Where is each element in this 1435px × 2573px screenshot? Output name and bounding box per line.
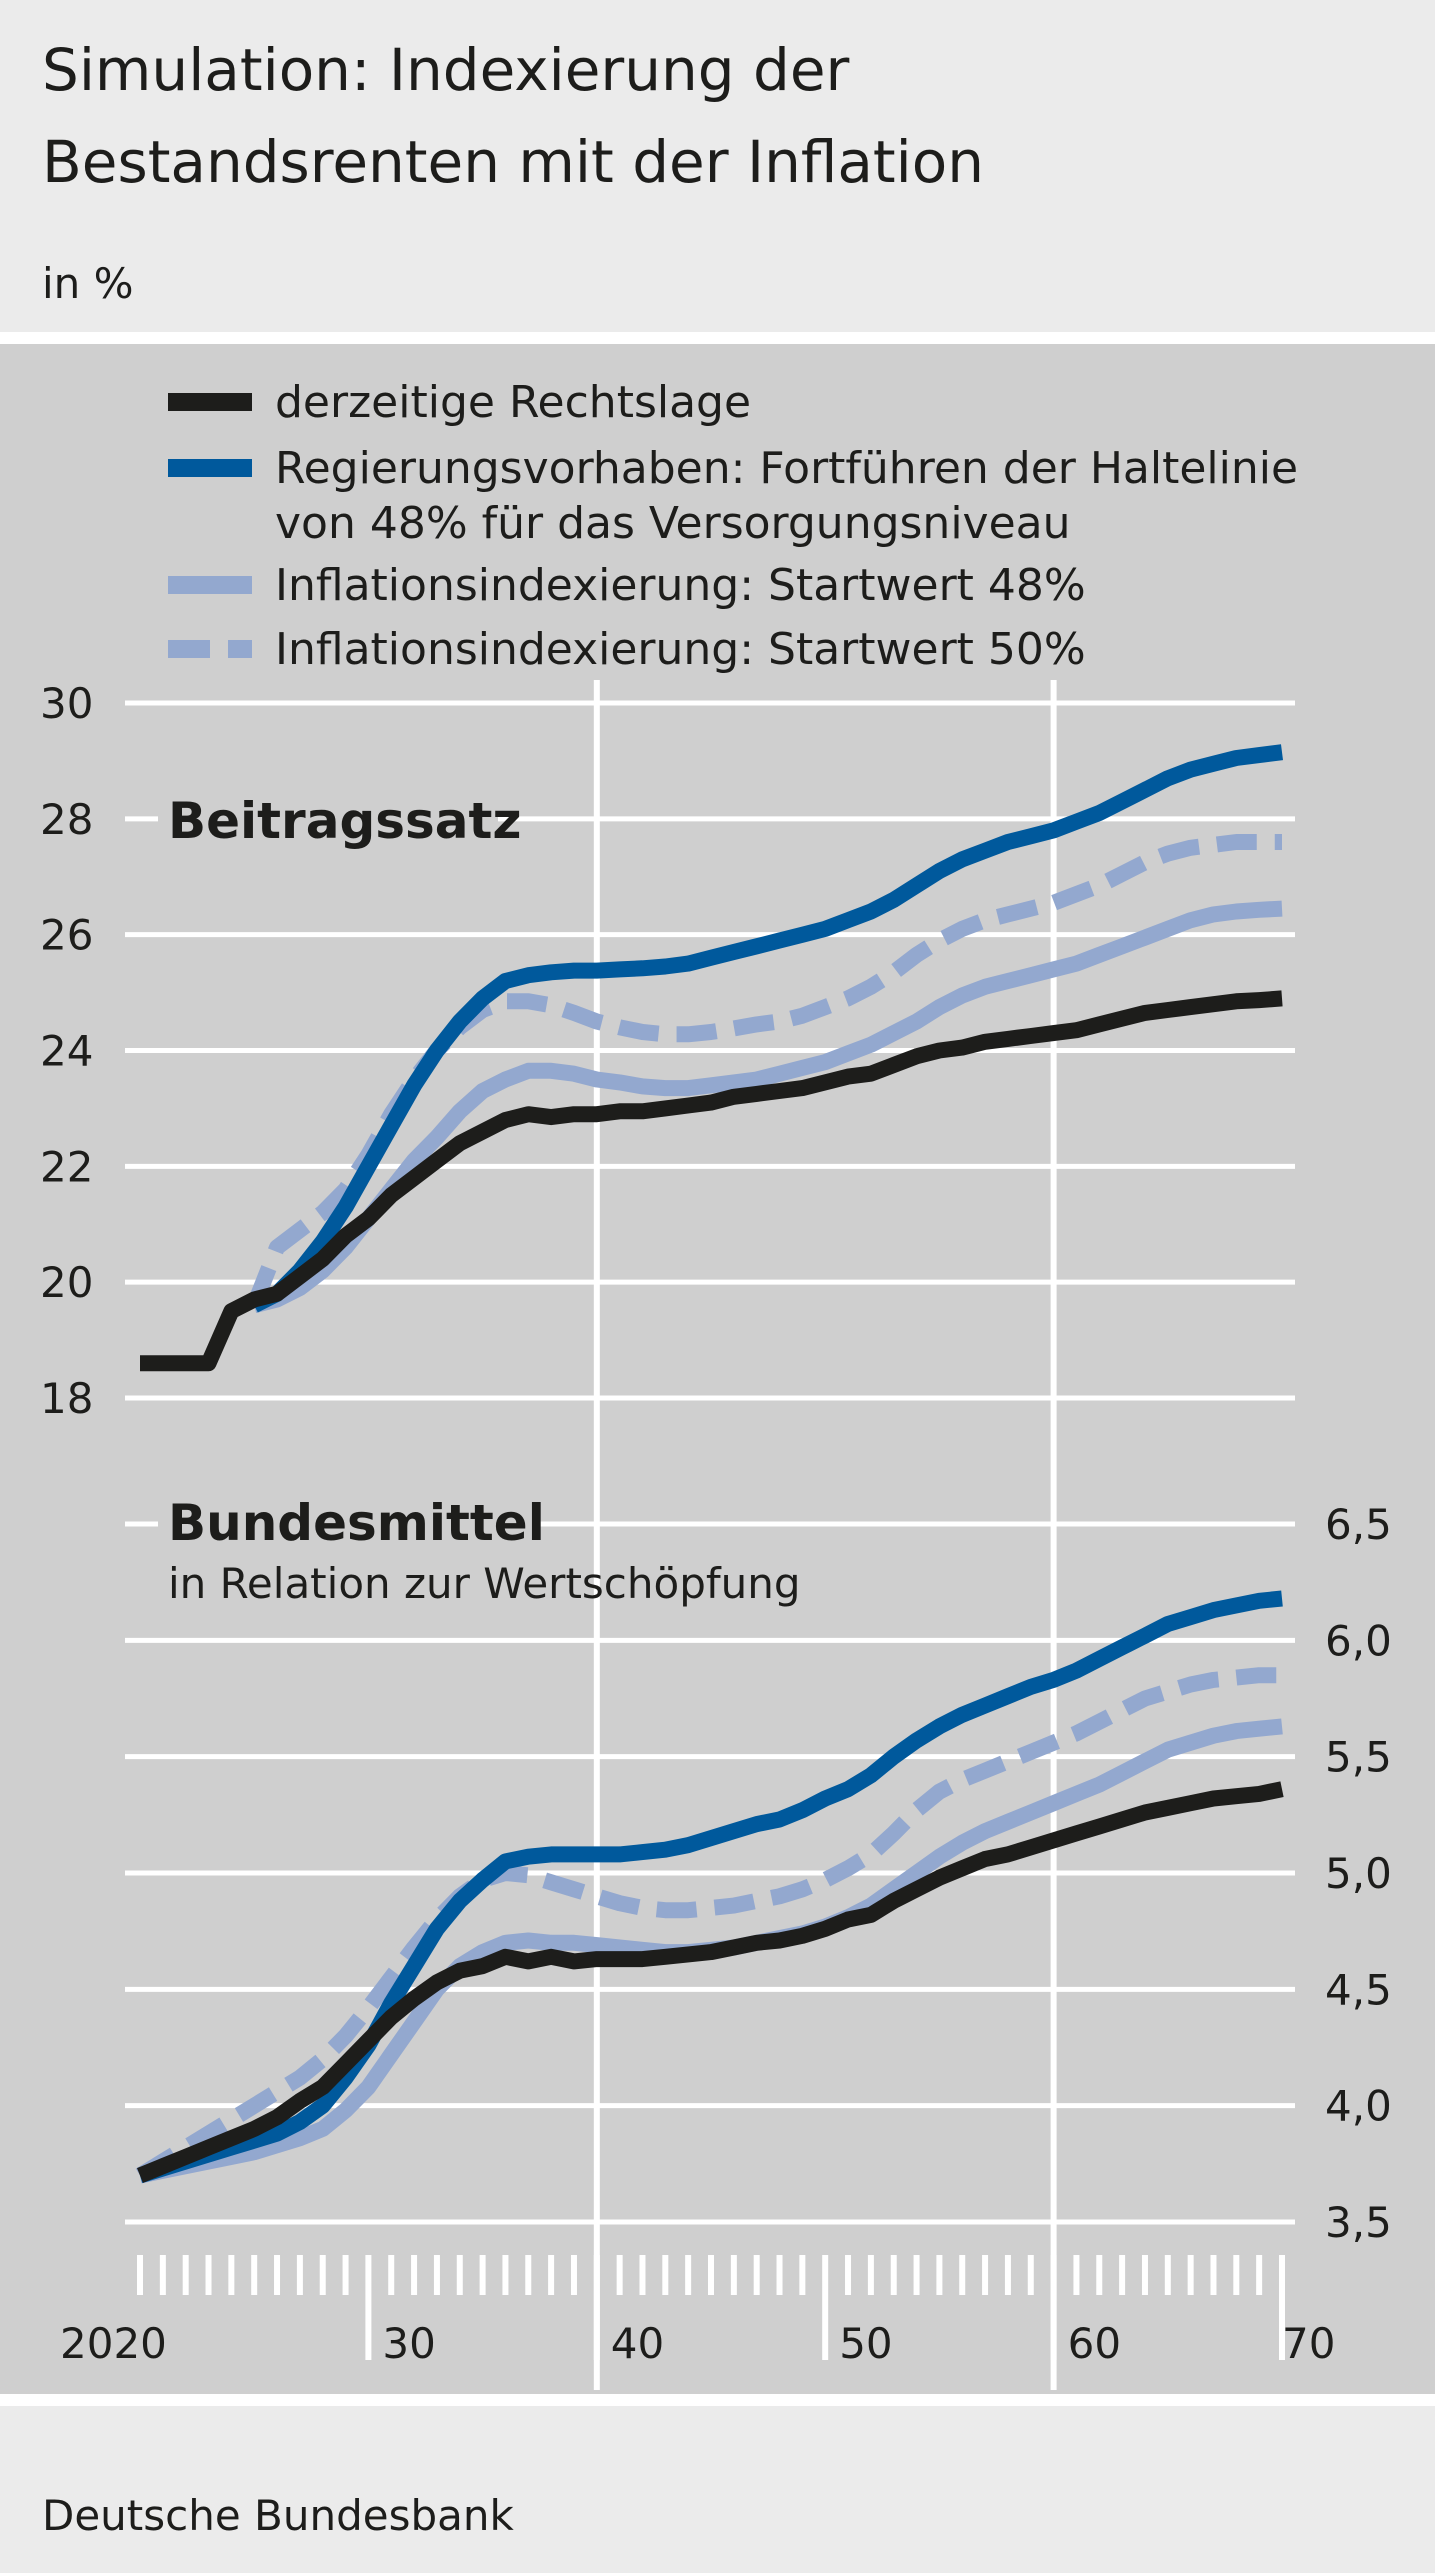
- legend-label-inflation-48: Inflationsindexierung: Startwert 48%: [275, 560, 1086, 611]
- series-line-p0-2: [252, 900, 1283, 1314]
- xtick-mark-2031: [388, 2255, 395, 2295]
- xtick-mark-2053: [890, 2255, 897, 2295]
- xtick-mark-2065: [1164, 2255, 1171, 2295]
- series-line-p1-1: [137, 1590, 1283, 2184]
- legend-bg: [150, 370, 1150, 680]
- xtick-mark-2041: [616, 2255, 623, 2295]
- ytick-label-p1-6: 6,5: [1325, 1500, 1392, 1549]
- ytick-label-p0-3: 24: [40, 1027, 93, 1076]
- xtick-mark-2038: [548, 2255, 555, 2295]
- xtick-label-2070: 70: [1282, 2319, 1335, 2368]
- ytick-label-p1-1: 4,0: [1325, 2082, 1392, 2131]
- xtick-label-2020: 2020: [60, 2319, 167, 2368]
- xtick-mark-2042: [639, 2255, 646, 2295]
- xtick-mark-2070: [1279, 2255, 1285, 2360]
- legend-label-regierung-line1: Regierungsvorhaben: Fortführen der Halte…: [275, 443, 1298, 494]
- xtick-mark-2027: [296, 2255, 303, 2295]
- series-lines: [135, 744, 1284, 2184]
- plot-panel: [0, 344, 1435, 2394]
- xtick-mark-2056: [959, 2255, 966, 2295]
- series-line-p0-1: [250, 744, 1284, 1313]
- xtick-mark-2067: [1210, 2255, 1217, 2295]
- ytick-label-p1-2: 4,5: [1325, 1965, 1392, 2014]
- xtick-mark-2051: [845, 2255, 852, 2295]
- legend-label-rechtslage: derzeitige Rechtslage: [275, 377, 751, 428]
- xtick-label-2060: 60: [1068, 2319, 1121, 2368]
- legend-label-inflation-50: Inflationsindexierung: Startwert 50%: [275, 624, 1086, 675]
- panel-title-bundesmittel: Bundesmittel: [168, 1494, 545, 1552]
- xtick-mark-2029: [342, 2255, 349, 2295]
- legend: derzeitige Rechtslage Regierungsvorhaben…: [150, 370, 1298, 680]
- xtick-mark-2060: [1050, 2255, 1057, 2360]
- xtick-mark-2033: [433, 2255, 440, 2295]
- ytick-label-p1-4: 5,5: [1325, 1733, 1392, 1782]
- xtick-label-2030: 30: [382, 2319, 435, 2368]
- xtick-mark-2026: [274, 2255, 281, 2295]
- xtick-mark-2054: [913, 2255, 920, 2295]
- ytick-label-p0-2: 22: [40, 1142, 93, 1191]
- xtick-label-2050: 50: [839, 2319, 892, 2368]
- ytick-label-p0-5: 28: [40, 795, 93, 844]
- series-line-p0-0: [140, 990, 1283, 1372]
- ytick-label-p0-4: 26: [40, 911, 93, 960]
- xtick-mark-2036: [502, 2255, 509, 2295]
- chart-title-line2: Bestandsrenten mit der Inflation: [42, 128, 984, 196]
- xtick-mark-2059: [1027, 2255, 1034, 2295]
- chart-title-line1: Simulation: Indexierung der: [42, 36, 850, 104]
- series-line-p1-3: [135, 1667, 1282, 2183]
- xtick-mark-2021: [159, 2255, 166, 2295]
- xtick-mark-2024: [228, 2255, 235, 2295]
- series-line-p1-0: [136, 1781, 1284, 2183]
- xtick-mark-2030: [365, 2255, 372, 2360]
- xtick-mark-2046: [730, 2255, 737, 2295]
- xtick-mark-2045: [708, 2255, 714, 2295]
- xtick-mark-2057: [982, 2255, 989, 2295]
- xtick-mark-2043: [662, 2255, 669, 2295]
- xtick-mark-2052: [867, 2255, 874, 2295]
- xtick-mark-2050: [822, 2255, 829, 2360]
- xtick-mark-2039: [570, 2255, 577, 2295]
- chart-subtitle: in %: [42, 259, 134, 308]
- ytick-label-p1-0: 3,5: [1325, 2198, 1392, 2247]
- xtick-mark-2044: [685, 2255, 692, 2295]
- legend-label-regierung-line2: von 48% für das Versorgungsniveau: [275, 498, 1071, 549]
- panel-title-bg-beitragssatz: [158, 777, 498, 859]
- xtick-mark-2068: [1233, 2255, 1240, 2295]
- xtick-label-2040: 40: [611, 2319, 664, 2368]
- xtick-mark-2032: [411, 2255, 418, 2295]
- xtick-mark-2047: [753, 2255, 760, 2295]
- panel-title-beitragssatz: Beitragssatz: [168, 792, 522, 850]
- ytick-label-p0-6: 30: [40, 679, 93, 728]
- xtick-mark-2020: [137, 2255, 143, 2295]
- ytick-label-p1-3: 5,0: [1325, 1849, 1392, 1898]
- xtick-mark-2025: [251, 2255, 258, 2295]
- xtick-mark-2055: [936, 2255, 943, 2295]
- xtick-mark-2048: [776, 2255, 783, 2295]
- ytick-label-p0-0: 18: [40, 1374, 93, 1423]
- xtick-mark-2069: [1256, 2255, 1263, 2295]
- panel-subtitle-bundesmittel: in Relation zur Wertschöpfung: [168, 1559, 801, 1608]
- xtick-mark-2035: [479, 2255, 486, 2295]
- tick-labels: 18 20 22 24 26 28 30 3,5 4,0 4,5 5,0 5,5 6,0 6,5 2020 3…: [40, 679, 1392, 2368]
- panel-title-bg-bundesmittel: [158, 1485, 538, 1555]
- top-separator: [0, 332, 1435, 344]
- xtick-mark-2062: [1096, 2255, 1103, 2295]
- xtick-mark-2066: [1187, 2255, 1194, 2295]
- xtick-mark-2061: [1073, 2255, 1080, 2295]
- xtick-mark-2034: [456, 2255, 463, 2295]
- xtick-mark-2023: [205, 2255, 212, 2295]
- ytick-label-p1-5: 6,0: [1325, 1616, 1392, 1665]
- source-label: Deutsche Bundesbank: [42, 2491, 515, 2540]
- xtick-mark-2049: [799, 2255, 806, 2295]
- xtick-mark-2037: [525, 2255, 532, 2295]
- bottom-separator: [0, 2394, 1435, 2406]
- ytick-label-p0-1: 20: [40, 1258, 93, 1307]
- xtick-mark-2063: [1119, 2255, 1126, 2295]
- xtick-mark-2064: [1141, 2255, 1148, 2295]
- xtick-mark-2028: [319, 2255, 326, 2295]
- xtick-mark-2022: [182, 2255, 189, 2295]
- xtick-mark-2058: [1004, 2255, 1011, 2295]
- xtick-mark-2040: [593, 2255, 600, 2360]
